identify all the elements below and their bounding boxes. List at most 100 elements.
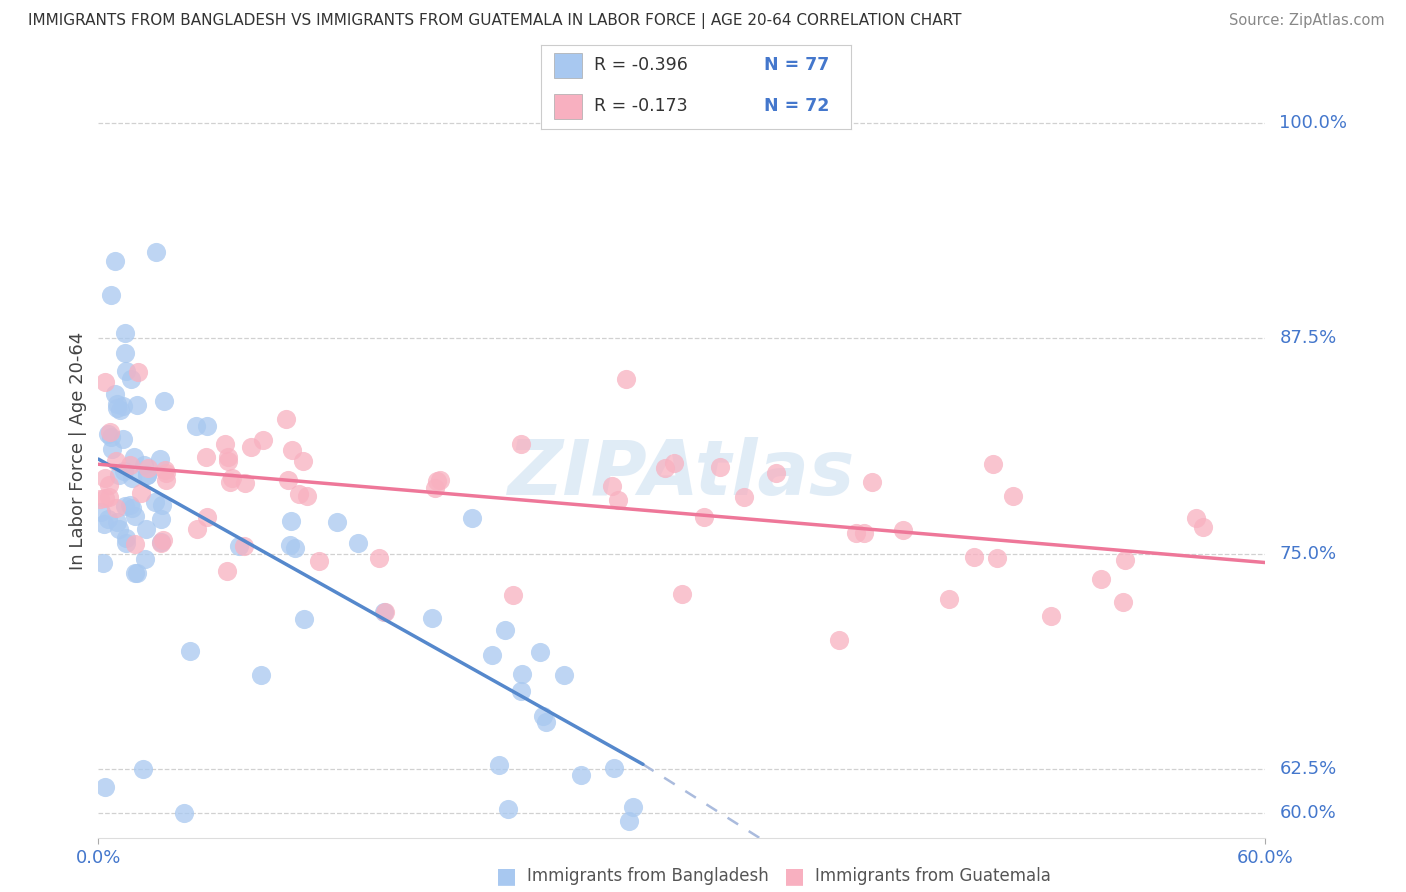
Point <box>217 450 239 464</box>
Point <box>281 443 304 458</box>
Point <box>104 454 127 468</box>
Point <box>1039 608 1062 623</box>
Point <box>603 761 626 775</box>
Text: Immigrants from Guatemala: Immigrants from Guatemala <box>815 867 1052 885</box>
Point <box>606 493 628 508</box>
Point <box>89 492 111 507</box>
Point <box>155 466 177 480</box>
Point <box>105 401 128 416</box>
Text: 100.0%: 100.0% <box>1279 114 1347 132</box>
Point <box>127 365 149 379</box>
Point <box>1112 595 1135 609</box>
Point <box>938 591 960 606</box>
Point <box>153 463 176 477</box>
Text: ■: ■ <box>496 866 516 886</box>
Point <box>214 437 236 451</box>
Text: R = -0.396: R = -0.396 <box>593 56 688 74</box>
Point <box>531 709 554 723</box>
Point <box>127 398 149 412</box>
Point <box>280 514 302 528</box>
Text: N = 77: N = 77 <box>763 56 830 74</box>
Y-axis label: In Labor Force | Age 20-64: In Labor Force | Age 20-64 <box>69 331 87 570</box>
Text: ■: ■ <box>785 866 804 886</box>
Point <box>136 467 159 482</box>
Point <box>121 470 143 484</box>
Point <box>143 495 166 509</box>
Point <box>105 397 128 411</box>
Point <box>1001 489 1024 503</box>
Point <box>233 475 256 490</box>
Point <box>149 452 172 467</box>
Point <box>131 486 153 500</box>
Point <box>186 522 208 536</box>
Point <box>150 534 173 549</box>
Point <box>709 460 731 475</box>
Point <box>124 537 146 551</box>
Point <box>94 471 117 485</box>
Point <box>692 510 714 524</box>
Point <box>893 523 915 537</box>
Point <box>108 522 131 536</box>
Point <box>108 467 131 482</box>
Point <box>150 498 173 512</box>
Point <box>155 474 177 488</box>
Point <box>347 535 370 549</box>
Point <box>853 525 876 540</box>
Point <box>423 481 446 495</box>
Point <box>114 346 136 360</box>
Point <box>274 412 297 426</box>
Point <box>98 425 121 439</box>
Point <box>986 550 1008 565</box>
Point <box>671 587 693 601</box>
Point <box>135 522 157 536</box>
Point <box>278 538 301 552</box>
Point <box>963 549 986 564</box>
Point <box>93 780 115 794</box>
Point <box>291 453 314 467</box>
Text: N = 72: N = 72 <box>763 97 830 115</box>
Point <box>277 473 299 487</box>
Point <box>617 814 640 829</box>
Point <box>124 566 146 581</box>
Point <box>512 666 534 681</box>
Point <box>373 605 395 619</box>
Point <box>100 288 122 302</box>
Point <box>132 763 155 777</box>
Point <box>93 517 115 532</box>
Text: Immigrants from Bangladesh: Immigrants from Bangladesh <box>527 867 769 885</box>
Point <box>122 450 145 464</box>
Point <box>101 442 124 456</box>
Point <box>120 372 142 386</box>
Point <box>134 458 156 472</box>
Point <box>981 457 1004 471</box>
Point <box>498 802 520 816</box>
Point <box>228 539 250 553</box>
Point <box>100 430 122 444</box>
Point <box>1090 572 1112 586</box>
Point <box>111 399 134 413</box>
Point <box>502 588 524 602</box>
Point <box>149 535 172 549</box>
Point <box>97 427 120 442</box>
Text: 75.0%: 75.0% <box>1279 545 1337 563</box>
Point <box>232 540 254 554</box>
Point <box>97 512 120 526</box>
Point <box>1114 553 1136 567</box>
Point <box>152 394 174 409</box>
Point <box>297 489 319 503</box>
Point <box>98 491 121 505</box>
Point <box>94 375 117 389</box>
Point <box>136 460 159 475</box>
Point <box>461 510 484 524</box>
Point <box>94 491 117 505</box>
Point <box>114 500 136 514</box>
Point <box>481 648 503 662</box>
Point <box>569 768 592 782</box>
Point <box>124 509 146 524</box>
Point <box>125 566 148 580</box>
Point <box>149 512 172 526</box>
Point <box>120 498 142 512</box>
Point <box>112 433 135 447</box>
Point <box>600 479 623 493</box>
Point <box>534 714 557 729</box>
